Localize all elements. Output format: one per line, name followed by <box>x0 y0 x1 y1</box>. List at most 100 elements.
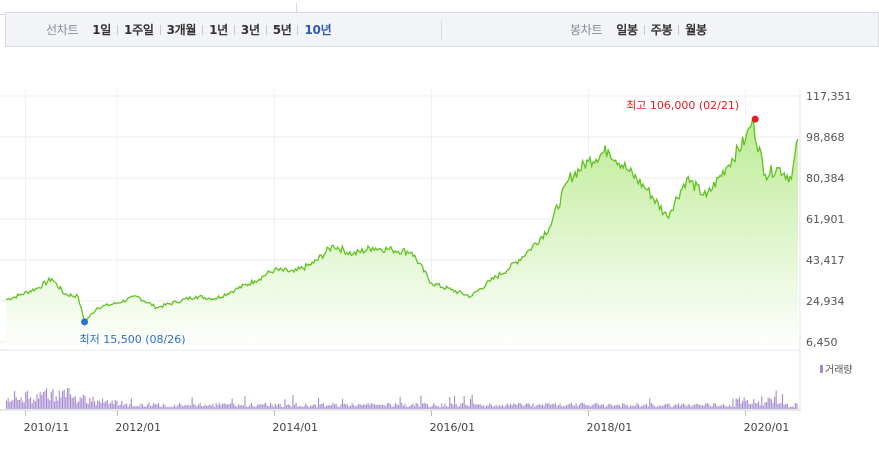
tab-period-4[interactable]: 3년 <box>240 23 260 37</box>
volume-bar <box>500 406 502 409</box>
volume-bar <box>478 404 480 409</box>
volume-bar <box>630 405 632 409</box>
volume-bar <box>15 397 17 409</box>
volume-bar <box>684 404 686 409</box>
volume-bar <box>38 398 40 409</box>
volume-bar <box>462 403 464 409</box>
tab-divider <box>117 24 119 35</box>
volume-bar <box>407 407 409 409</box>
volume-bar <box>598 404 600 409</box>
volume-bar <box>7 398 9 409</box>
volume-bar <box>626 404 628 409</box>
tab-period-6[interactable]: 10년 <box>304 23 332 37</box>
tab-period-1[interactable]: 1주일 <box>124 23 154 37</box>
volume-bar <box>751 403 753 409</box>
volume-bar <box>457 406 459 409</box>
volume-bar <box>522 406 524 409</box>
volume-bar <box>497 406 499 409</box>
top-strip <box>0 0 879 15</box>
volume-bar <box>417 403 419 409</box>
chart-type-tab-bar: 선차트 1일 1주일 3개월 1년 3년 5년 10년 봉차트 일봉 주봉 월봉 <box>5 12 879 47</box>
volume-bar <box>750 404 752 409</box>
volume-legend-swatch <box>820 365 823 373</box>
volume-bar <box>561 406 563 409</box>
volume-bar <box>135 406 137 409</box>
volume-bar <box>148 402 150 409</box>
tab-candle-0[interactable]: 일봉 <box>616 23 638 37</box>
volume-bar <box>118 405 120 409</box>
volume-bar <box>137 406 139 409</box>
volume-bar <box>169 407 171 409</box>
volume-bar <box>454 396 456 409</box>
volume-bar <box>210 405 212 409</box>
y-tick-label: 43,417 <box>806 254 845 267</box>
volume-bar <box>388 402 390 409</box>
volume-bar <box>614 405 616 409</box>
volume-bar <box>518 403 520 409</box>
volume-bar <box>218 402 220 409</box>
volume-bar <box>564 406 566 409</box>
volume-bar <box>764 402 766 409</box>
price-area <box>5 120 799 350</box>
volume-bar <box>594 403 596 409</box>
volume-bar <box>382 404 384 409</box>
volume-bar <box>506 403 508 409</box>
volume-bar <box>566 405 568 409</box>
volume-bar <box>449 397 451 409</box>
volume-bar <box>706 403 708 409</box>
tab-period-2[interactable]: 3개월 <box>166 23 197 37</box>
volume-bar <box>794 403 796 409</box>
price-line <box>5 120 799 323</box>
volume-bar <box>625 405 627 409</box>
volume-bar <box>426 404 428 409</box>
volume-bar <box>671 407 673 409</box>
volume-bar <box>186 405 188 409</box>
tab-period-5[interactable]: 5년 <box>272 23 292 37</box>
volume-bar <box>249 405 251 409</box>
volume-bar <box>74 396 76 409</box>
volume-bar <box>302 407 304 409</box>
volume-bar <box>702 405 704 409</box>
volume-bar <box>430 407 432 409</box>
tab-period-3[interactable]: 1년 <box>209 23 228 37</box>
volume-bar <box>646 403 648 409</box>
volume-bar <box>748 403 750 409</box>
volume-bar <box>788 407 790 409</box>
volume-bar <box>498 404 500 409</box>
volume-bar <box>545 403 547 409</box>
volume-bar <box>580 402 582 409</box>
volume-bar <box>39 391 41 409</box>
tab-divider <box>297 24 299 35</box>
high-annotation: 최고 106,000 (02/21) <box>626 99 739 112</box>
volume-bar <box>695 403 697 409</box>
tab-period-0[interactable]: 1일 <box>92 23 112 37</box>
volume-bar <box>690 406 692 409</box>
volume-bar <box>62 391 64 409</box>
volume-bar <box>234 406 236 409</box>
tab-candle-2[interactable]: 월봉 <box>685 23 707 37</box>
volume-bar <box>134 406 136 409</box>
volume-bar <box>790 407 792 409</box>
volume-bar <box>700 405 702 409</box>
volume-bar <box>434 405 436 409</box>
volume-bar <box>638 404 640 409</box>
volume-bar <box>551 403 553 409</box>
volume-bar <box>110 402 112 409</box>
volume-bar <box>84 395 86 409</box>
volume-bar <box>582 402 584 409</box>
volume-bar <box>562 406 564 409</box>
volume-bar <box>596 402 598 409</box>
volume-bar <box>542 404 544 409</box>
low-annotation: 최저 15,500 (08/26) <box>80 333 186 346</box>
volume-bar <box>124 404 126 409</box>
volume-bar <box>742 401 744 409</box>
volume-bar <box>446 406 448 409</box>
volume-bar <box>193 404 195 409</box>
volume-bar <box>297 406 299 409</box>
volume-bar <box>97 400 99 409</box>
volume-bar <box>247 407 249 409</box>
volume-bar <box>636 403 638 409</box>
volume-bar <box>81 398 83 409</box>
tab-candle-1[interactable]: 주봉 <box>650 23 673 37</box>
volume-bar <box>228 404 230 409</box>
